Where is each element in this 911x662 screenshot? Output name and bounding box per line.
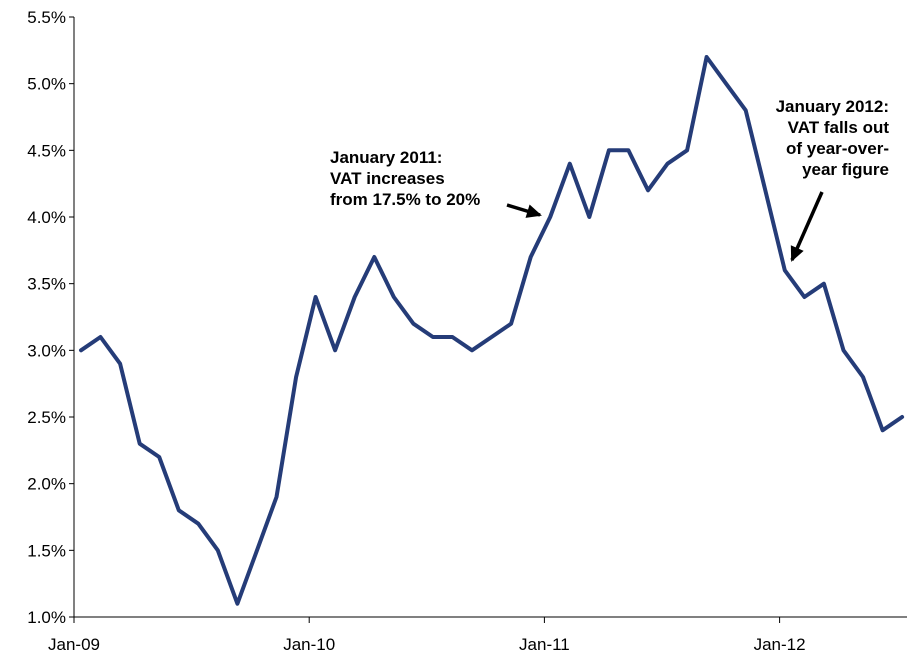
annotations: January 2011: VAT increases from 17.5% to … [330,97,889,262]
data-point [392,295,396,299]
data-point [861,375,865,379]
y-axis-ticks: 1.0% 1.5% 2.0% 2.5% 3.0% 3.5% 4.0% 4.5% 5.0% 5.5% [27,8,74,627]
annotation-text: VAT falls out [788,118,890,137]
data-point [763,188,767,192]
annotation-text: January 2011: [330,148,442,167]
data-point [79,348,83,352]
data-point [118,362,122,366]
data-point [255,548,259,552]
y-tick-label: 4.0% [27,208,66,227]
data-point [822,282,826,286]
x-tick-label: Jan-12 [754,635,806,654]
annotation-text: VAT increases [330,169,445,188]
data-point [314,295,318,299]
data-point [900,415,904,419]
data-point [411,322,415,326]
y-tick-label: 3.5% [27,275,66,294]
data-point [275,495,279,499]
y-tick-label: 1.5% [27,541,66,560]
y-tick-label: 1.0% [27,608,66,627]
annotation-text: from 17.5% to 20% [330,190,480,209]
data-point [509,322,513,326]
data-point [881,428,885,432]
y-tick-label: 3.0% [27,341,66,360]
data-point [431,335,435,339]
data-point [646,188,650,192]
data-point [548,215,552,219]
annotation-text: year figure [802,160,889,179]
data-points [79,55,904,606]
annotation-arrowhead [790,245,804,262]
data-point [744,108,748,112]
data-point [333,348,337,352]
data-point [783,268,787,272]
data-point [235,602,239,606]
data-point [470,348,474,352]
annotation-text: of year-over- [786,139,889,158]
data-point [802,295,806,299]
data-point [99,335,103,339]
data-point [568,162,572,166]
series-line [79,55,905,606]
data-point [157,455,161,459]
data-point [841,348,845,352]
data-point [724,82,728,86]
x-tick-label: Jan-09 [48,635,100,654]
data-point [196,522,200,526]
x-tick-label: Jan-10 [283,635,335,654]
x-axis-ticks: Jan-09 Jan-10 Jan-11 Jan-12 [48,617,806,654]
annotation-text: January 2012: [776,97,889,116]
data-point [705,55,709,59]
x-tick-label: Jan-11 [519,635,570,654]
y-tick-label: 2.5% [27,408,66,427]
data-point [138,442,142,446]
y-tick-label: 5.0% [27,75,66,94]
data-point [587,215,591,219]
data-point [177,508,181,512]
data-point [450,335,454,339]
data-point [490,335,494,339]
data-point [626,148,630,152]
data-point [372,255,376,259]
y-tick-label: 4.5% [27,141,66,160]
data-point [529,255,533,259]
y-tick-label: 5.5% [27,8,66,27]
data-point [216,548,220,552]
data-point [666,162,670,166]
data-point [294,375,298,379]
data-point [353,295,357,299]
annotation-arrowhead [525,204,542,218]
data-point [607,148,611,152]
y-tick-label: 2.0% [27,475,66,494]
data-point [685,148,689,152]
